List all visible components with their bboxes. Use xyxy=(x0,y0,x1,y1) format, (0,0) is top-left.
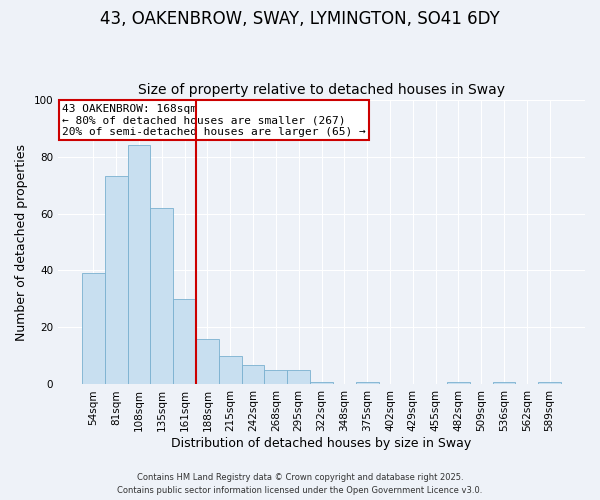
Bar xyxy=(287,370,310,384)
Title: Size of property relative to detached houses in Sway: Size of property relative to detached ho… xyxy=(138,83,505,97)
Text: 43 OAKENBROW: 168sqm
← 80% of detached houses are smaller (267)
20% of semi-deta: 43 OAKENBROW: 168sqm ← 80% of detached h… xyxy=(62,104,366,137)
Y-axis label: Number of detached properties: Number of detached properties xyxy=(15,144,28,340)
Bar xyxy=(82,274,105,384)
Bar xyxy=(196,339,219,384)
Text: Contains HM Land Registry data © Crown copyright and database right 2025.
Contai: Contains HM Land Registry data © Crown c… xyxy=(118,474,482,495)
Bar xyxy=(265,370,287,384)
Bar xyxy=(356,382,379,384)
Bar xyxy=(128,145,151,384)
Bar xyxy=(105,176,128,384)
Bar xyxy=(151,208,173,384)
Bar xyxy=(310,382,333,384)
Bar xyxy=(493,382,515,384)
Bar xyxy=(173,299,196,384)
Bar xyxy=(538,382,561,384)
X-axis label: Distribution of detached houses by size in Sway: Distribution of detached houses by size … xyxy=(172,437,472,450)
Bar xyxy=(447,382,470,384)
Bar xyxy=(219,356,242,384)
Text: 43, OAKENBROW, SWAY, LYMINGTON, SO41 6DY: 43, OAKENBROW, SWAY, LYMINGTON, SO41 6DY xyxy=(100,10,500,28)
Bar xyxy=(242,364,265,384)
